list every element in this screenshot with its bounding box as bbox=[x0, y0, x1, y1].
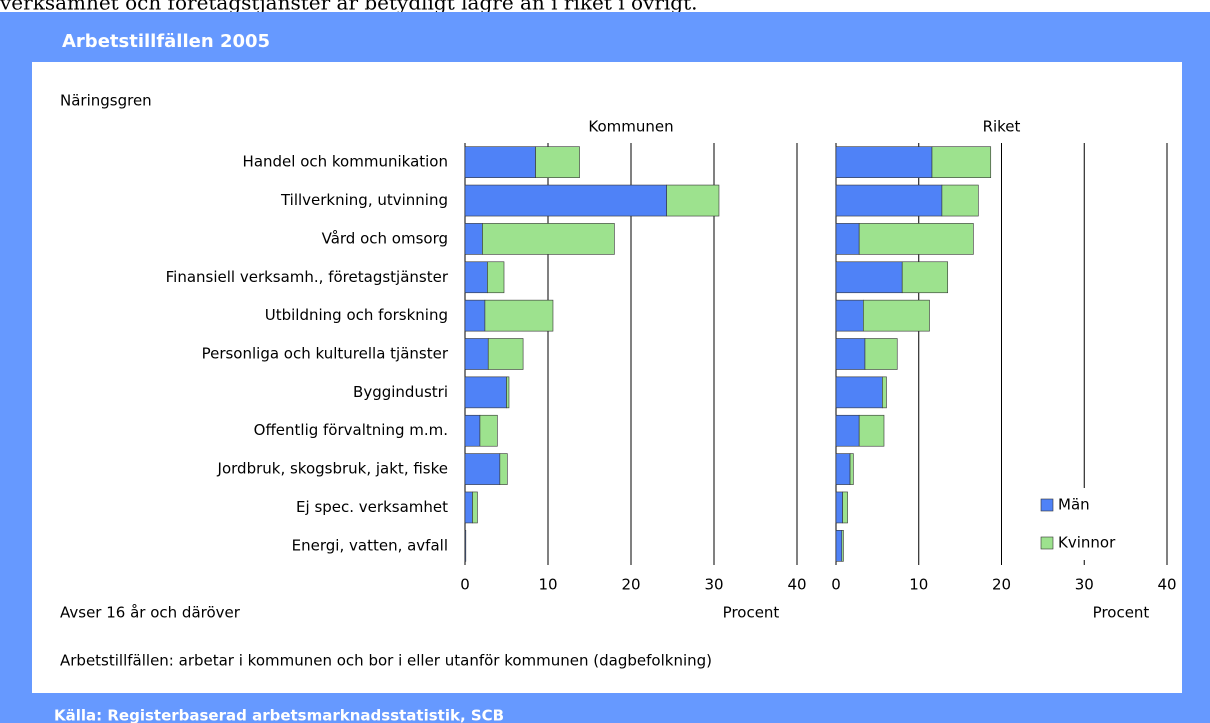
bar-segment bbox=[464, 146, 536, 178]
x-tick-label: 0 bbox=[831, 576, 841, 594]
bar-segment bbox=[479, 414, 498, 447]
bar-segment bbox=[464, 184, 667, 217]
bar-segment bbox=[487, 261, 505, 294]
x-tick-label: 30 bbox=[1075, 576, 1094, 594]
x-tick-label: 40 bbox=[1157, 576, 1176, 594]
category-label: Byggindustri bbox=[353, 383, 448, 401]
bar-segment bbox=[835, 299, 864, 332]
note: Avser 16 år och däröver bbox=[60, 604, 241, 622]
bar-segment bbox=[835, 184, 943, 217]
x-tick-label: 20 bbox=[621, 576, 640, 594]
x-tick-label: 10 bbox=[538, 576, 557, 594]
bar-segment bbox=[849, 453, 854, 485]
bar-segment bbox=[882, 376, 887, 409]
x-tick-label: 20 bbox=[992, 576, 1011, 594]
category-label: Offentlig förvaltning m.m. bbox=[254, 421, 448, 439]
bar-segment bbox=[835, 414, 860, 447]
frame-title: Arbetstillfällen 2005 bbox=[62, 31, 270, 52]
note: Arbetstillfällen: arbetar i kommunen och… bbox=[60, 652, 712, 670]
category-label: Finansiell verksamh., företagstjänster bbox=[166, 268, 449, 286]
bar-segment bbox=[472, 491, 478, 524]
bar-segment bbox=[484, 299, 554, 332]
bar-segment bbox=[858, 414, 885, 447]
panel bbox=[32, 62, 1182, 693]
bar-segment bbox=[901, 261, 949, 294]
bar-segment bbox=[464, 530, 467, 562]
bar-segment bbox=[863, 299, 930, 332]
bar-segment bbox=[858, 223, 974, 255]
bar-segment bbox=[464, 376, 507, 409]
bar-segment bbox=[835, 376, 883, 409]
y-axis-label: Näringsgren bbox=[60, 92, 152, 110]
category-label: Ej spec. verksamhet bbox=[296, 498, 448, 516]
bar-segment bbox=[506, 376, 510, 409]
bar-segment bbox=[931, 146, 992, 178]
category-label: Energi, vatten, avfall bbox=[292, 536, 448, 554]
bar-segment bbox=[487, 338, 524, 370]
x-axis-label: Procent bbox=[723, 604, 780, 622]
bar-segment bbox=[464, 453, 501, 485]
panel-title: Riket bbox=[983, 118, 1021, 136]
bar-segment bbox=[864, 338, 898, 370]
bar-segment bbox=[464, 414, 481, 447]
legend-swatch bbox=[1040, 536, 1054, 550]
bar-segment bbox=[841, 530, 844, 562]
intro-text: verksamhet och företagstjänster är betyd… bbox=[0, 0, 697, 15]
category-label: Jordbruk, skogsbruk, jakt, fiske bbox=[217, 460, 448, 478]
bar-segment bbox=[835, 261, 903, 294]
category-label: Personliga och kulturella tjänster bbox=[202, 345, 449, 363]
bar-segment bbox=[464, 299, 486, 332]
bar-segment bbox=[464, 261, 488, 294]
x-axis-label: Procent bbox=[1093, 604, 1150, 622]
bar-segment bbox=[835, 530, 843, 562]
legend-label: Kvinnor bbox=[1058, 534, 1116, 552]
bar-segment bbox=[842, 491, 848, 524]
bar-segment bbox=[464, 223, 483, 255]
bar-segment bbox=[499, 453, 508, 485]
bar-segment bbox=[835, 453, 851, 485]
category-label: Vård och omsorg bbox=[322, 229, 448, 247]
bar-segment bbox=[535, 146, 580, 178]
legend-swatch bbox=[1040, 498, 1054, 512]
x-tick-label: 40 bbox=[787, 576, 806, 594]
category-label: Utbildning och forskning bbox=[265, 306, 448, 324]
x-tick-label: 10 bbox=[909, 576, 928, 594]
bar-segment bbox=[941, 184, 979, 217]
bar-segment bbox=[482, 223, 615, 255]
legend-label: Män bbox=[1058, 496, 1090, 514]
bar-segment bbox=[464, 338, 489, 370]
x-tick-label: 30 bbox=[704, 576, 723, 594]
bar-segment bbox=[666, 184, 720, 217]
x-tick-label: 0 bbox=[460, 576, 470, 594]
panel-title: Kommunen bbox=[588, 118, 673, 136]
bar-segment bbox=[464, 491, 473, 524]
category-label: Handel och kommunikation bbox=[243, 153, 448, 171]
bar-segment bbox=[835, 146, 933, 178]
category-label: Tillverkning, utvinning bbox=[280, 191, 448, 209]
bar-segment bbox=[835, 491, 843, 524]
bar-segment bbox=[835, 223, 860, 255]
source: Källa: Registerbaserad arbetsmarknadssta… bbox=[54, 707, 504, 723]
bar-segment bbox=[835, 338, 866, 370]
